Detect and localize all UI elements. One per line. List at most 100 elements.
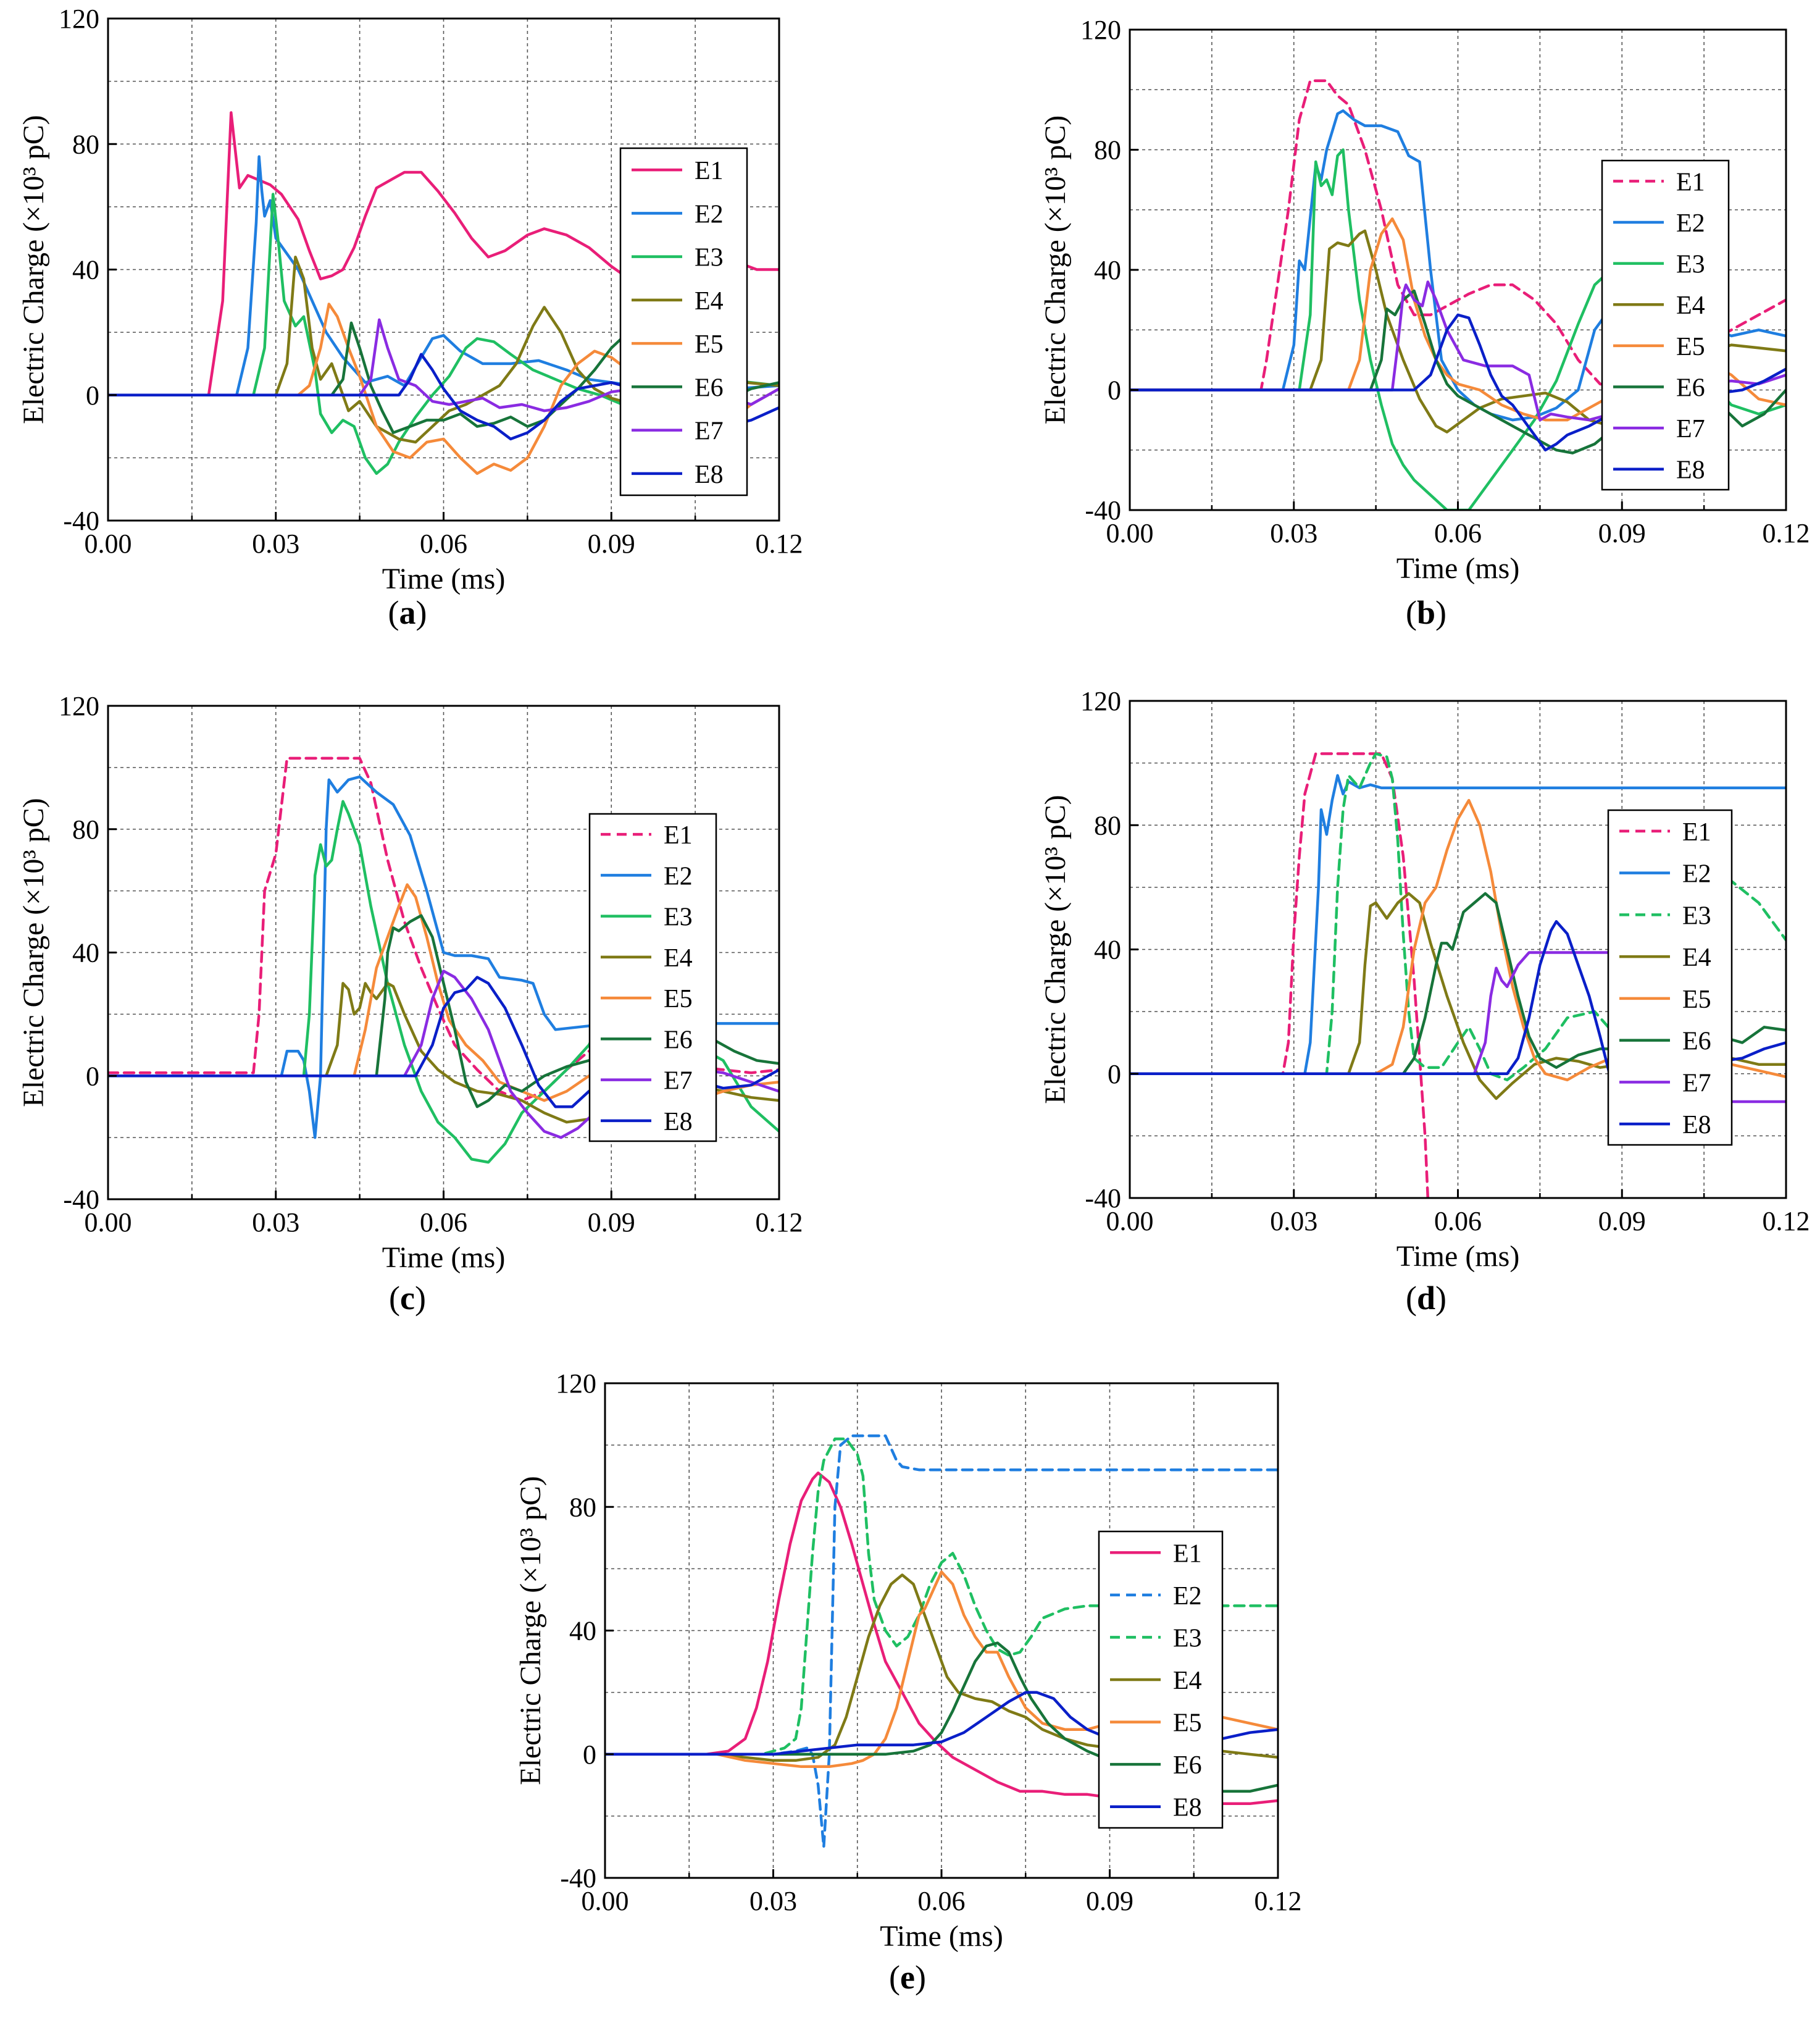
legend-label-e4: E4 [1682,944,1711,972]
panel-caption-b: (b) [1406,594,1446,631]
legend-label-e3: E3 [1676,251,1705,279]
y-tick-label: 40 [72,938,99,968]
y-tick-label: 40 [1094,255,1121,285]
legend-label-e8: E8 [695,461,724,489]
legend: E1 E2 E3 E4 E5 E6 E8 [1098,1530,1224,1829]
legend-label-e1: E1 [664,821,693,850]
legend-box [588,813,717,1142]
legend-label-e3: E3 [695,244,724,272]
legend-label-e2: E2 [1173,1582,1202,1610]
y-tick-label: -40 [560,1863,596,1893]
y-tick-label: 0 [1108,1059,1121,1089]
x-tick-label: 0.12 [1254,1886,1302,1916]
x-tick-label: 0.03 [1270,518,1317,548]
series-line-e3 [605,1437,1278,1756]
x-tick-label: 0.00 [85,1207,132,1238]
legend-label-e7: E7 [695,417,724,446]
panel-caption-d: (d) [1406,1280,1446,1317]
y-tick-label: 120 [556,1368,596,1399]
legend-label-e3: E3 [1173,1624,1202,1652]
legend-label-e6: E6 [1173,1751,1202,1780]
y-tick-label: 80 [72,815,99,845]
legend: E1 E2 E3 E4 E5 E6 E7 E8 [1607,809,1733,1146]
legend-label-e6: E6 [664,1026,693,1054]
series-line-e2 [108,775,779,1139]
legend-label-e7: E7 [1682,1069,1711,1097]
x-tick-label: 0.00 [85,529,132,559]
chart-panel-b: 0.00 0.03 0.06 0.09 0.12 -40 0 40 80 120 Time (ms)… [1039,15,1810,631]
legend-label-e4: E4 [664,944,693,973]
x-tick-label: 0.06 [420,1207,467,1238]
y-axis-label: Electric Charge (×10³ pC) [1039,115,1072,424]
y-tick-label: -40 [1085,1183,1121,1213]
legend-label-e1: E1 [1676,168,1705,196]
panel-caption-c: (c) [389,1280,426,1317]
legend: E1 E2 E3 E4 E5 E6 E7 E8 [588,813,717,1142]
legend-label-e8: E8 [1676,456,1705,485]
legend-label-e5: E5 [1682,986,1711,1014]
x-tick-label: 0.03 [252,1207,299,1238]
legend-box [619,147,748,496]
x-tick-label: 0.06 [420,529,467,559]
y-tick-label: 120 [1080,686,1121,716]
panel-caption-e: (e) [889,1959,926,1996]
x-tick-label: 0.09 [1086,1886,1133,1916]
y-tick-label: -40 [1085,495,1121,526]
x-tick-label: 0.00 [582,1886,629,1916]
legend-label-e8: E8 [664,1108,693,1136]
x-tick-label: 0.12 [756,1207,803,1238]
chart-panel-c: 0.00 0.03 0.06 0.09 0.12 -40 0 40 80 120 Time (ms)… [17,691,803,1317]
x-tick-label: 0.09 [588,1207,635,1238]
legend-label-e5: E5 [1676,333,1705,361]
x-tick-label: 0.12 [756,529,803,559]
y-axis-label: Electric Charge (×10³ pC) [1039,795,1072,1104]
y-tick-label: 120 [1080,15,1121,45]
panel-caption-a: (a) [388,594,427,631]
legend-label-e8: E8 [1173,1794,1202,1822]
x-tick-label: 0.00 [1106,518,1154,548]
legend-label-e7: E7 [1676,415,1705,443]
legend-label-e1: E1 [1173,1539,1202,1568]
y-tick-label: 120 [59,691,99,721]
legend-label-e3: E3 [1682,902,1711,930]
legend-label-e2: E2 [1676,209,1705,238]
y-tick-label: -40 [63,1184,99,1215]
legend-label-e5: E5 [1173,1709,1202,1738]
chart-panel-d: 0.00 0.03 0.06 0.09 0.12 -40 0 40 80 120 Time (ms)… [1039,686,1810,1317]
x-tick-label: 0.03 [749,1886,797,1916]
legend-label-e7: E7 [664,1067,693,1095]
x-axis-label: Time (ms) [880,1920,1003,1953]
y-tick-label: 80 [569,1492,596,1522]
legend-label-e6: E6 [695,374,724,402]
y-axis-label: Electric Charge (×10³ pC) [17,115,50,424]
y-tick-label: 0 [583,1740,596,1770]
series-line-e1 [1130,752,1430,1198]
legend-label-e2: E2 [664,862,693,890]
legend-label-e4: E4 [1173,1667,1202,1695]
x-axis-label: Time (ms) [382,563,506,595]
x-tick-label: 0.03 [1270,1206,1317,1236]
y-tick-label: 120 [59,4,99,34]
y-axis-label: Electric Charge (×10³ pC) [514,1476,547,1785]
legend-box [1607,809,1733,1146]
legend-label-e1: E1 [695,157,724,185]
y-axis-label: Electric Charge (×10³ pC) [17,798,50,1107]
legend-label-e1: E1 [1682,818,1711,847]
legend-label-e2: E2 [1682,860,1711,889]
y-tick-label: 80 [1094,135,1121,165]
x-axis-label: Time (ms) [1396,1240,1520,1273]
x-tick-label: 0.09 [1598,1206,1646,1236]
x-tick-label: 0.06 [918,1886,966,1916]
legend: E1 E2 E3 E4 E5 E6 E7 E8 [619,147,748,496]
x-axis-label: Time (ms) [382,1241,506,1274]
legend-label-e4: E4 [695,287,724,316]
legend-label-e2: E2 [695,200,724,228]
y-tick-label: -40 [63,506,99,536]
series-line-e2 [605,1434,1278,1849]
chart-panel-a: 0.00 0.03 0.06 0.09 0.12 -40 0 40 80 120 Time (ms)… [17,4,803,631]
y-tick-label: 40 [569,1616,596,1646]
legend-box [1601,159,1730,491]
y-tick-label: 40 [72,255,99,285]
chart-panel-e: 0.00 0.03 0.06 0.09 0.12 -40 0 40 80 120 Time (ms)… [514,1368,1302,1996]
